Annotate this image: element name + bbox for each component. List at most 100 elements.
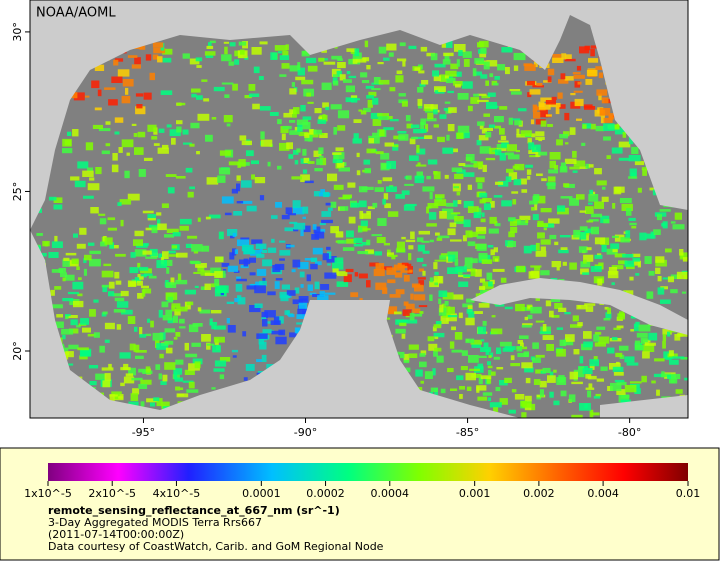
swath-pixel [194, 285, 199, 288]
swath-pixel [236, 276, 241, 281]
swath-pixel [223, 115, 233, 123]
swath-pixel [508, 217, 516, 221]
swath-pixel [558, 79, 569, 84]
swath-pixel [346, 238, 356, 244]
swath-pixel [532, 214, 539, 221]
swath-pixel [631, 146, 639, 155]
swath-pixel [409, 313, 415, 321]
swath-pixel [274, 263, 285, 270]
swath-pixel [291, 82, 295, 87]
swath-pixel [631, 226, 637, 229]
swath-pixel [286, 310, 290, 315]
swath-pixel [564, 158, 577, 164]
swath-pixel [395, 194, 405, 199]
swath-pixel [512, 118, 521, 121]
swath-pixel [622, 132, 627, 138]
swath-pixel [522, 401, 532, 408]
swath-pixel [76, 243, 86, 249]
swath-pixel [465, 338, 475, 344]
swath-pixel [549, 371, 554, 379]
swath-pixel [536, 173, 543, 176]
swath-pixel [573, 90, 583, 93]
swath-pixel [176, 252, 188, 258]
swath-pixel [456, 191, 461, 196]
swath-pixel [250, 249, 262, 256]
swath-pixel [382, 177, 393, 182]
swath-pixel [524, 64, 536, 71]
swath-pixel [292, 259, 301, 268]
swath-pixel [137, 131, 146, 138]
swath-pixel [214, 278, 220, 287]
swath-pixel [508, 117, 513, 125]
swath-pixel [254, 285, 266, 294]
swath-pixel [105, 121, 111, 125]
swath-pixel [405, 203, 417, 207]
swath-pixel [670, 373, 681, 380]
swath-pixel [509, 221, 517, 227]
swath-pixel [435, 194, 445, 199]
swath-pixel [463, 172, 475, 177]
swath-pixel [153, 47, 166, 54]
swath-pixel [300, 105, 306, 112]
swath-pixel [337, 162, 345, 168]
swath-pixel [172, 232, 181, 237]
swath-pixel [217, 285, 229, 293]
swath-pixel [468, 311, 475, 318]
swath-pixel [366, 95, 374, 99]
swath-pixel [409, 138, 416, 145]
swath-pixel [330, 226, 339, 234]
swath-pixel [471, 343, 481, 348]
swath-pixel [626, 208, 632, 216]
swath-pixel [524, 395, 532, 402]
swath-pixel [104, 87, 116, 90]
swath-pixel [223, 41, 229, 44]
swath-pixel [587, 390, 592, 398]
swath-pixel [378, 79, 390, 85]
swath-pixel [432, 326, 437, 332]
swath-pixel [477, 99, 489, 103]
swath-pixel [140, 401, 145, 407]
swath-pixel [51, 269, 63, 273]
swath-pixel [238, 159, 246, 167]
swath-pixel [433, 75, 441, 82]
swath-pixel [537, 232, 545, 239]
swath-pixel [593, 334, 600, 342]
swath-pixel [479, 125, 484, 130]
swath-pixel [419, 361, 427, 368]
swath-pixel [405, 319, 418, 324]
swath-pixel [374, 187, 384, 192]
swath-pixel [616, 361, 620, 365]
swath-pixel [636, 332, 648, 338]
swath-pixel [267, 291, 276, 296]
swath-pixel [162, 315, 173, 321]
swath-pixel [642, 169, 647, 176]
swath-pixel [477, 182, 483, 189]
swath-pixel [628, 217, 636, 221]
swath-pixel [482, 164, 487, 172]
swath-pixel [137, 293, 144, 299]
swath-pixel [489, 352, 494, 357]
swath-pixel [401, 190, 410, 195]
swath-pixel [545, 114, 552, 117]
swath-pixel [394, 311, 402, 315]
swath-pixel [547, 176, 556, 182]
swath-pixel [527, 305, 533, 309]
swath-pixel [112, 153, 118, 161]
swath-pixel [480, 347, 492, 352]
swath-pixel [427, 203, 439, 209]
swath-pixel [121, 309, 133, 315]
swath-pixel [479, 290, 488, 295]
swath-pixel [279, 258, 285, 261]
swath-pixel [145, 366, 151, 373]
swath-pixel [196, 95, 203, 100]
swath-pixel [429, 281, 439, 288]
swath-pixel [111, 164, 119, 173]
swath-pixel [423, 108, 433, 111]
swath-pixel [369, 262, 379, 267]
swath-pixel [597, 278, 603, 286]
swath-pixel [361, 80, 370, 84]
swath-pixel [594, 342, 606, 347]
swath-pixel [594, 237, 606, 245]
swath-pixel [179, 387, 184, 390]
swath-pixel [135, 106, 146, 115]
